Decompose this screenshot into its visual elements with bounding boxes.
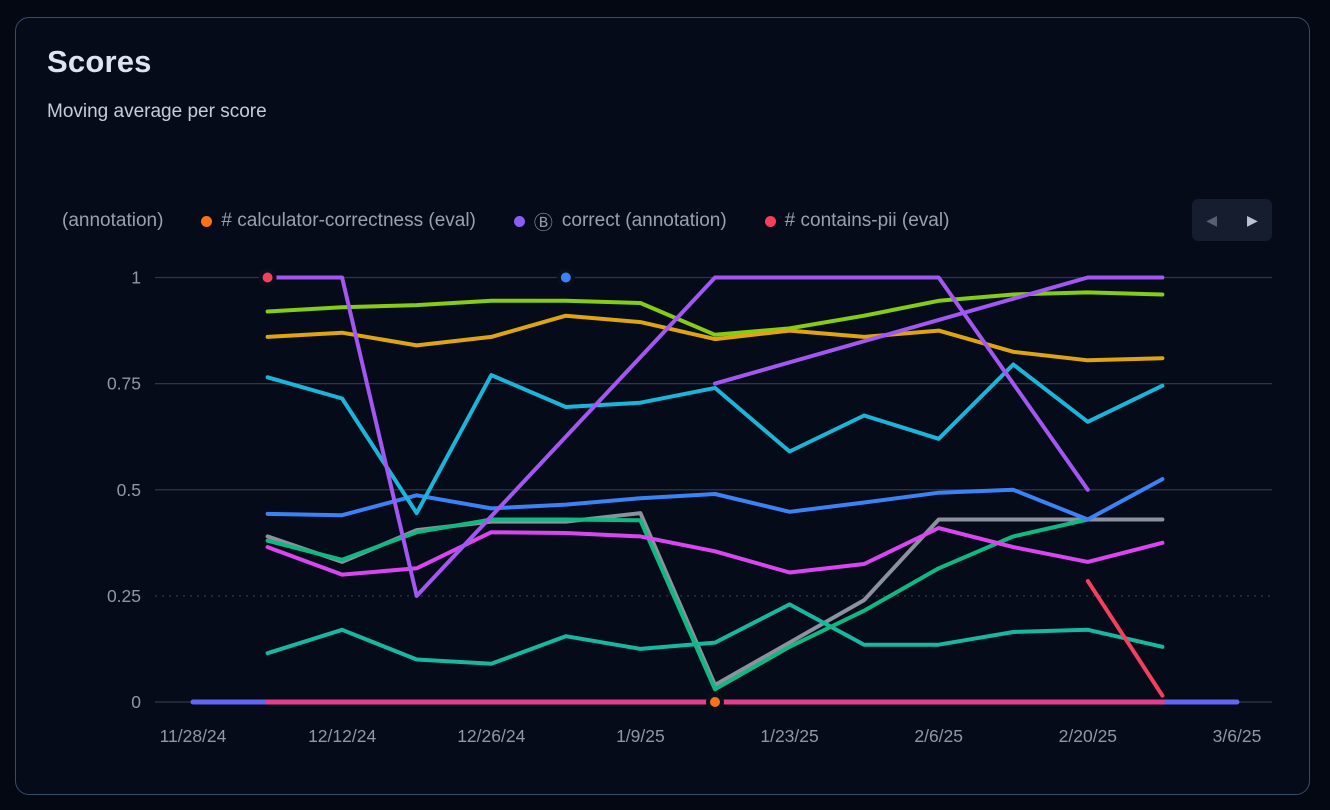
series-teal-line — [265, 602, 1165, 666]
x-tick-label: 11/28/24 — [160, 726, 227, 746]
legend-item-label: correct (annotation) — [561, 210, 727, 231]
legend-scroll-next-icon[interactable]: ▶ — [1247, 212, 1258, 228]
page-subtitle: Moving average per score — [47, 101, 267, 122]
legend: (annotation) # calculator-correctness (ev… — [62, 205, 949, 237]
y-tick-label: 0.75 — [107, 374, 141, 394]
x-tick-label: 1/23/25 — [760, 726, 818, 746]
x-tick-label: 2/20/25 — [1059, 726, 1117, 746]
y-tick-label: 0 — [131, 692, 141, 712]
series-purple-line-b — [713, 275, 1165, 386]
x-tick-label: 12/26/24 — [457, 726, 525, 746]
y-tick-label: 0.5 — [117, 480, 141, 500]
marker-blue-dot — [556, 268, 575, 287]
legend-item-label: # calculator-correctness (eval) — [221, 210, 476, 231]
legend-item-label: (annotation) — [62, 210, 164, 231]
marker-orange-dot — [705, 693, 724, 711]
series-purple-line-a — [265, 275, 1090, 598]
y-tick-label: 1 — [131, 268, 141, 288]
y-tick-label: 0.25 — [107, 586, 141, 606]
legend-dot-icon — [201, 215, 213, 227]
legend-item-0[interactable]: (annotation) — [62, 210, 163, 232]
legend-item-1[interactable]: # calculator-correctness (eval) — [201, 210, 476, 232]
circled-b-icon: Ⓑ — [533, 212, 553, 234]
scores-card — [15, 17, 1310, 795]
x-tick-label: 2/6/25 — [914, 726, 963, 746]
page-title: Scores — [47, 44, 152, 79]
series-green-line — [265, 290, 1165, 337]
x-tick-label: 3/6/25 — [1213, 726, 1262, 746]
series-blue-line — [265, 477, 1165, 522]
legend-dot-icon — [513, 215, 525, 227]
series-amber-line — [265, 313, 1165, 363]
legend-scroll-nav: ◀ ▶ — [1192, 199, 1272, 241]
marker-red-dot — [258, 268, 277, 287]
x-tick-label: 12/12/24 — [308, 726, 376, 746]
legend-scroll-prev-icon[interactable]: ◀ — [1206, 212, 1217, 228]
series-cyan-line — [265, 362, 1165, 516]
legend-item-3[interactable]: # contains-pii (eval) — [764, 210, 950, 232]
series-red-line — [1085, 579, 1165, 698]
x-tick-label: 1/9/25 — [616, 726, 665, 746]
legend-item-label: # contains-pii (eval) — [784, 210, 950, 231]
legend-dot-icon — [764, 215, 776, 227]
series-magenta-line — [265, 526, 1165, 577]
